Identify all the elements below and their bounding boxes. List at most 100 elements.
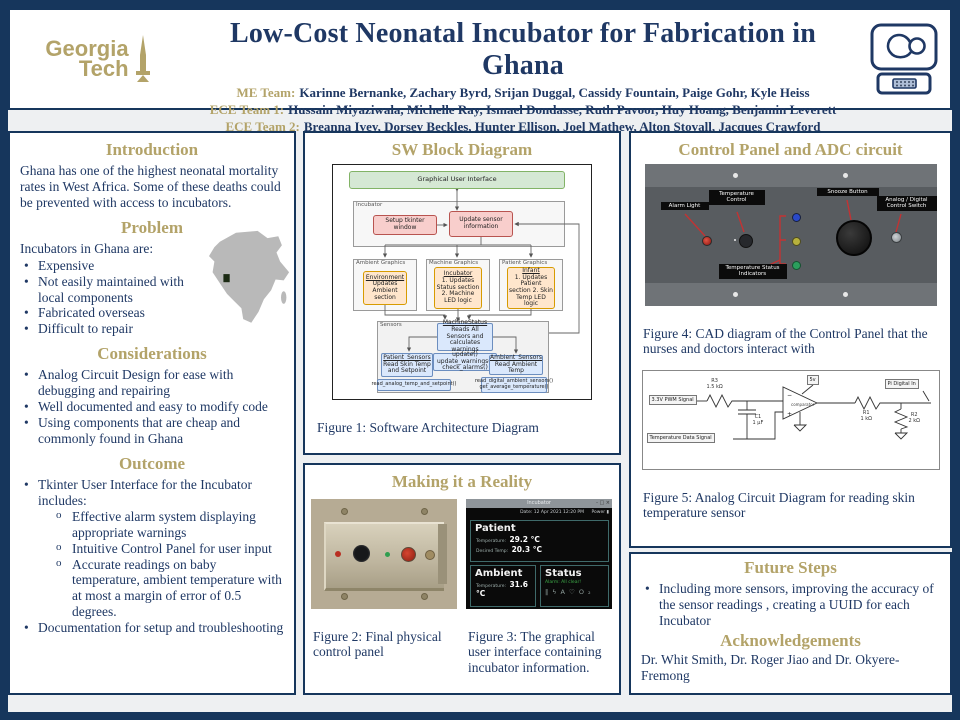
temp-status-indicators-label: Temperature Status Indicators <box>718 264 787 279</box>
group-label: Ambient Graphics <box>356 260 406 266</box>
figure4-caption: Figure 4: CAD diagram of the Control Pan… <box>643 325 928 357</box>
value: 20.3 °C <box>511 545 542 554</box>
team-line-ece1: ECE Team 1: Hussain Miyaziwala, Michelle … <box>188 102 858 119</box>
team-names: Karinne Bernanke, Zachary Byrd, Srijan D… <box>299 85 810 100</box>
gui-screenshot: Incubator - □ × Date: 12 Apr 2021 12:20 … <box>466 499 612 609</box>
red-button <box>401 547 416 562</box>
poster-title: Low-Cost Neonatal Incubator for Fabricat… <box>229 18 817 81</box>
future-steps-heading: Future Steps <box>744 558 837 577</box>
knob-tick <box>733 239 736 241</box>
figure3-column: Incubator - □ × Date: 12 Apr 2021 12:20 … <box>466 499 613 689</box>
gui-window-titlebar: Incubator <box>466 499 612 508</box>
cad-pointer-lines <box>683 199 902 267</box>
control-panel-heading: Control Panel and ADC circuit <box>678 140 903 159</box>
acknowledgements-text: Dr. Whit Smith, Dr. Roger Jiao and Dr. O… <box>641 651 900 683</box>
screw-icon <box>421 508 428 515</box>
node-title: Environment <box>365 273 405 281</box>
screw-icon <box>341 593 348 600</box>
circuit-lines: − + comparator <box>694 384 931 440</box>
update-functions-node: update() update_warnings() check_alarms(… <box>433 351 497 371</box>
group-label: Machine Graphics <box>429 260 479 266</box>
node-body: 1. Updates Patient section 2. Skin Temp … <box>509 273 553 308</box>
environment-node: Environment Updates Ambient section <box>363 271 407 305</box>
screw-icon <box>341 508 348 515</box>
list-item: Well documented and easy to modify code <box>22 399 286 415</box>
temperature-control-label: Temperature Control <box>708 190 765 205</box>
svg-text:−: − <box>787 392 792 399</box>
list-item: Analog Circuit Design for ease with debu… <box>22 367 286 399</box>
o2-icon: O₂ <box>578 588 595 596</box>
green-led <box>385 552 390 557</box>
introduction-text: Ghana has one of the highest neonatal mo… <box>20 163 281 210</box>
team-line-ece2: ECE Team 2: Breanna Ivey, Dorsey Beckles,… <box>188 119 858 136</box>
sw-diagram-heading: SW Block Diagram <box>391 140 533 159</box>
comparator-label: comparator <box>791 402 815 407</box>
africa-map <box>209 230 290 323</box>
making-it-a-reality-section: Making it a Reality Figure 2: Final phys… <box>303 463 621 695</box>
node-title: Ambient_Sensors <box>490 353 542 361</box>
update-sensor-node: Update sensor information <box>449 211 513 237</box>
team-label: ME Team: <box>236 85 296 100</box>
svg-text:+: + <box>787 411 792 418</box>
outcome-sublist: Effective alarm system displaying approp… <box>38 509 286 620</box>
heart-icon: ♡ <box>569 588 579 596</box>
r1-ref: R1 1 kΩ <box>860 410 873 422</box>
ambient-sensors-node: Ambient_Sensors Read Ambient Temp <box>489 353 543 375</box>
introduction-heading: Introduction <box>105 140 199 159</box>
team-names: Hussain Miyaziwala, Michelle Ray, Ismael… <box>288 101 837 117</box>
analog-circuit-diagram: − + comparator 3.3V PWM Signal R3 1.5 kΩ … <box>641 370 940 471</box>
value: 31.6 °C <box>476 580 528 598</box>
problem-list: Expensive Not easily maintained with loc… <box>10 258 220 338</box>
list-item: Including more sensors, improving the ac… <box>643 581 942 629</box>
label: Temperature: <box>476 539 507 544</box>
snooze-button-label: Snooze Button <box>816 188 879 197</box>
left-column: Introduction Ghana has one of the highes… <box>8 131 296 695</box>
node-title: Patient_Sensors <box>383 353 431 361</box>
team-label: ECE Team 2: <box>225 118 300 134</box>
gui-power-label: Power <box>591 510 606 515</box>
node-body: Updates Ambient section <box>372 280 398 301</box>
snooze-button <box>835 220 872 256</box>
diagram-connectors <box>382 187 580 354</box>
group-label: Incubator <box>356 202 383 208</box>
battery-icon: ▮ <box>606 510 609 515</box>
team-label: ECE Team 1: <box>209 101 285 117</box>
mount-hole <box>732 292 738 297</box>
screw-icon <box>421 593 428 600</box>
patient-sensors-node: Patient_Sensors Read Skin Temp and Setpo… <box>381 353 433 377</box>
header: Georgia Tech Low-Cost Neonatal Incubator… <box>8 8 952 134</box>
outcome-heading: Outcome <box>118 453 186 473</box>
lightning-icon: ϟ <box>552 588 561 596</box>
c1-ref: C1 1 µF <box>752 414 764 426</box>
list-item: Effective alarm system displaying approp… <box>56 509 286 541</box>
label: Temperature: <box>476 584 507 589</box>
gui-status-icons: ‖ϟA♡O₂ <box>545 588 608 596</box>
node-body: Read Ambient Temp <box>494 360 538 375</box>
setup-tkinter-node: Setup tkinter window <box>373 215 437 235</box>
physical-control-panel-photo <box>311 499 457 609</box>
header-center: Low-Cost Neonatal Incubator for Fabricat… <box>188 10 858 134</box>
node-body: 1. Updates Status section 2. Machine LED… <box>436 276 480 305</box>
team-line-me: ME Team: Karinne Bernanke, Zachary Byrd, … <box>188 85 858 102</box>
control-panel-adc-section: Control Panel and ADC circuit Alarm Ligh… <box>629 131 952 548</box>
problem-intro: Incubators in Ghana are: <box>20 240 154 256</box>
alarm-led <box>701 236 712 246</box>
problem-heading: Problem <box>120 217 183 237</box>
gui-patient-heading: Patient <box>475 523 516 534</box>
reality-heading: Making it a Reality <box>391 472 533 491</box>
ghana-marker <box>223 274 230 283</box>
brass-button <box>425 550 435 560</box>
list-item: Accurate readings on baby temperature, a… <box>56 557 286 621</box>
figure2-caption: Figure 2: Final physical control panel <box>313 628 442 660</box>
future-steps-section: Future Steps Including more sensors, imp… <box>629 552 952 695</box>
gui-alarm-text: Alarm: All clear! <box>545 580 582 585</box>
window-buttons-icon: - □ × <box>596 500 610 506</box>
temperature-data-signal-label: Temperature Data Signal <box>646 433 715 444</box>
gui-ambient-panel: Ambient Temperature: 31.6 °C <box>470 565 536 607</box>
pwm-signal-label: 3.3V PWM Signal <box>648 395 697 406</box>
gui-status-heading: Status <box>545 568 582 579</box>
list-item: Not easily maintained with local compone… <box>22 274 212 306</box>
list-item: Expensive <box>22 258 212 274</box>
georgia-tech-wordmark: Georgia Tech <box>45 37 128 79</box>
gui-patient-temp-row: Temperature: 29.2 °C <box>476 535 608 544</box>
